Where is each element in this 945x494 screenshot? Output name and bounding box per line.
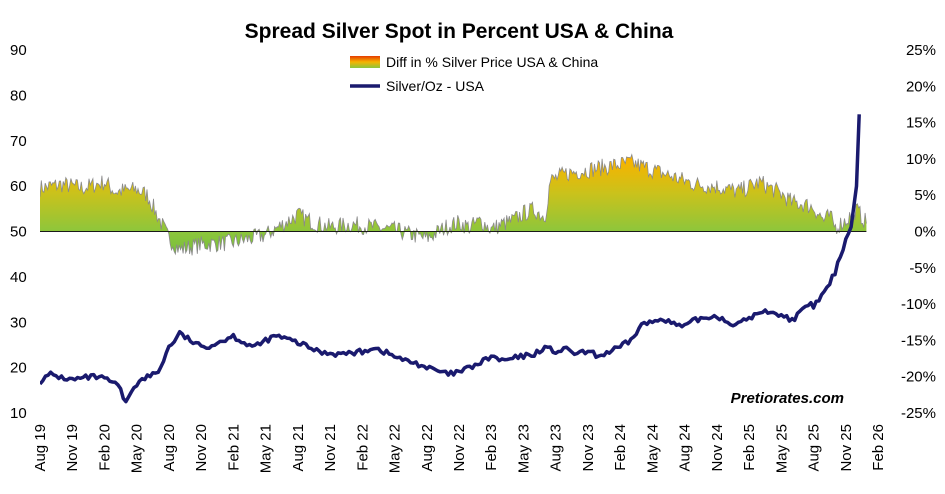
legend-label-diff: Diff in % Silver Price USA & China — [386, 54, 598, 70]
x-tick-label: May 24 — [644, 424, 661, 473]
silver-price-line — [40, 114, 861, 404]
x-tick-label: Nov 22 — [451, 424, 468, 472]
right-tick-label: -5% — [909, 260, 936, 277]
x-axis: Aug 19 Nov 19 Feb 20 May 20 Aug 20 Nov 20 Feb … — [32, 424, 887, 473]
diff-area-negative — [40, 231, 867, 256]
diff-edge-line — [40, 153, 867, 256]
x-tick-label: Feb 21 — [225, 424, 242, 471]
diff-noise-lines — [40, 153, 867, 256]
left-tick-label: 80 — [10, 87, 27, 104]
x-tick-label: May 21 — [258, 424, 275, 473]
x-tick-label: Aug 24 — [677, 424, 694, 472]
left-axis: 10 20 30 40 50 60 70 80 90 — [10, 42, 27, 422]
right-tick-label: -10% — [901, 296, 936, 313]
chart-title: Spread Silver Spot in Percent USA & Chin… — [245, 20, 674, 43]
x-tick-label: Feb 22 — [354, 424, 371, 471]
left-tick-label: 20 — [10, 360, 27, 377]
watermark: Pretiorates.com — [731, 390, 844, 407]
plot-area — [40, 114, 867, 404]
x-tick-label: May 23 — [515, 424, 532, 473]
right-tick-label: 5% — [914, 187, 936, 204]
left-tick-label: 60 — [10, 178, 27, 195]
legend-label-silver: Silver/Oz - USA — [386, 78, 485, 94]
diff-area-series — [40, 154, 867, 232]
x-tick-label: Nov 23 — [580, 424, 597, 472]
x-tick-label: Aug 22 — [419, 424, 436, 472]
right-tick-label: -25% — [901, 405, 936, 422]
x-tick-label: Nov 25 — [838, 424, 855, 472]
x-tick-label: Nov 24 — [709, 424, 726, 472]
right-tick-label: 10% — [906, 151, 936, 168]
right-tick-label: 15% — [906, 115, 936, 132]
x-tick-label: Feb 20 — [96, 424, 113, 471]
left-tick-label: 10 — [10, 405, 27, 422]
left-tick-label: 70 — [10, 133, 27, 150]
x-tick-label: May 22 — [387, 424, 404, 473]
left-tick-label: 50 — [10, 224, 27, 241]
x-tick-label: Feb 25 — [741, 424, 758, 471]
legend-swatch-diff — [350, 56, 380, 68]
x-tick-label: Aug 23 — [548, 424, 565, 472]
x-tick-label: Feb 23 — [483, 424, 500, 471]
x-tick-label: Aug 25 — [806, 424, 823, 472]
x-tick-label: Aug 20 — [161, 424, 178, 472]
right-tick-label: -15% — [901, 332, 936, 349]
right-tick-label: -20% — [901, 369, 936, 386]
x-tick-label: Aug 21 — [290, 424, 307, 472]
left-tick-label: 90 — [10, 42, 27, 59]
legend: Diff in % Silver Price USA & China Silve… — [350, 54, 598, 94]
x-tick-label: Feb 24 — [612, 424, 629, 471]
x-tick-label: Nov 21 — [322, 424, 339, 472]
right-tick-label: 25% — [906, 42, 936, 59]
right-axis: -25% -20% -15% -10% -5% 0% 5% 10% 15% 20% 25% — [901, 42, 936, 422]
left-tick-label: 30 — [10, 314, 27, 331]
x-tick-label: Nov 19 — [64, 424, 81, 472]
x-tick-label: May 25 — [773, 424, 790, 473]
x-tick-label: Nov 20 — [193, 424, 210, 472]
x-tick-label: Feb 26 — [870, 424, 887, 471]
x-tick-label: May 20 — [129, 424, 146, 473]
right-tick-label: 0% — [914, 224, 936, 241]
x-tick-label: Aug 19 — [32, 424, 49, 472]
left-tick-label: 40 — [10, 269, 27, 286]
right-tick-label: 20% — [906, 78, 936, 95]
